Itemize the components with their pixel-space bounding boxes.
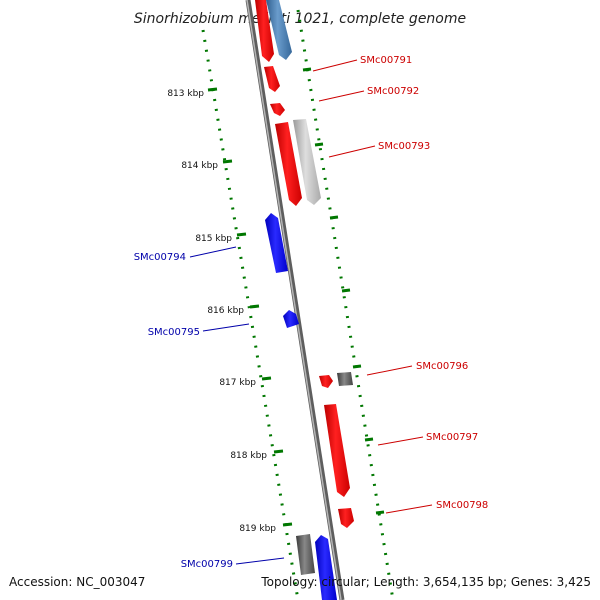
accession-text: Accession: NC_003047 [9, 575, 145, 589]
ruler-tick [314, 142, 324, 147]
leader-line-smc00794 [189, 246, 237, 258]
gene-feature-smc00798[interactable] [338, 508, 354, 528]
genome-summary-text: Topology: circular; Length: 3,654,135 bp… [260, 575, 591, 589]
gene-feature-smc00799[interactable] [315, 535, 337, 600]
ruler-tick [352, 364, 362, 369]
gene-label-smc00791[interactable]: SMc00791 [360, 55, 412, 66]
ruler-tick [375, 510, 385, 515]
gene-label-smc00798[interactable]: SMc00798 [436, 500, 488, 511]
ruler-tick [282, 522, 293, 527]
leader-line-smc00799 [235, 557, 285, 565]
gene-feature-smc00792[interactable] [270, 103, 285, 116]
ruler-labels: 813 kbp 814 kbp 815 kbp 816 kbp 817 kbp … [167, 89, 276, 534]
ruler-label: 817 kbp [219, 378, 256, 388]
leader-line-smc00796 [366, 365, 413, 376]
ruler-tick [249, 304, 260, 309]
gene-feature-dark-smc00796[interactable] [337, 372, 353, 386]
gene-label-smc00794[interactable]: SMc00794 [134, 252, 186, 263]
gene-feature-smc00795[interactable] [283, 310, 299, 328]
leader-line-smc00795 [202, 323, 250, 332]
forward-strand-features [255, 0, 354, 528]
ruler-label: 818 kbp [230, 451, 267, 461]
gene-label-smc00792[interactable]: SMc00792 [367, 86, 419, 97]
genome-backbone [245, 0, 345, 600]
gene-feature-smc00797[interactable] [324, 404, 350, 497]
ruler-label: 819 kbp [239, 524, 276, 534]
leader-line-smc00791 [312, 59, 358, 72]
gene-feature-smc00794[interactable] [265, 213, 288, 273]
gene-label-smc00799[interactable]: SMc00799 [181, 559, 233, 570]
gene-feature-smc00793[interactable] [275, 122, 302, 206]
gene-label-smc00796[interactable]: SMc00796 [416, 361, 468, 372]
map-title: Sinorhizobium meliloti 1021, complete ge… [134, 11, 466, 27]
gene-feature-dark-smc00799[interactable] [296, 534, 315, 575]
gene-feature-smc00796[interactable] [319, 375, 333, 388]
ruler-ticks-right [302, 67, 385, 515]
ruler-label: 813 kbp [167, 89, 204, 99]
ruler-tick [261, 376, 272, 381]
ruler-tick [329, 215, 339, 220]
gene-feature-smc00791[interactable] [264, 66, 280, 92]
ruler-track [201, 9, 395, 600]
label-leaders [189, 59, 433, 565]
gene-label-smc00793[interactable]: SMc00793 [378, 141, 430, 152]
ruler-label: 816 kbp [207, 306, 244, 316]
footer-info: Accession: NC_003047 Topology: circular;… [9, 575, 591, 589]
ruler-tick [364, 437, 374, 442]
left-ruler-dots [201, 29, 300, 600]
gene-feature-red[interactable] [255, 0, 274, 62]
ruler-tick [273, 449, 284, 454]
leader-line-smc00792 [318, 90, 365, 102]
leader-line-smc00797 [377, 436, 424, 446]
gene-label-smc00797[interactable]: SMc00797 [426, 432, 478, 443]
gene-feature-gray-smc00793[interactable] [293, 119, 321, 205]
gene-feature-steel-blue[interactable] [266, 0, 292, 60]
leader-line-smc00798 [385, 504, 433, 514]
ruler-tick [207, 87, 218, 92]
ruler-tick [341, 288, 351, 293]
gene-labels: SMc00791 SMc00792 SMc00793 SMc00794 SMc0… [134, 55, 489, 570]
ruler-tick [222, 159, 233, 164]
ruler-label: 815 kbp [195, 234, 232, 244]
ruler-tick [302, 67, 312, 72]
ruler-label: 814 kbp [181, 161, 218, 171]
gene-label-smc00795[interactable]: SMc00795 [148, 327, 200, 338]
leader-line-smc00793 [328, 145, 376, 158]
reverse-strand-features [265, 213, 337, 600]
ruler-tick [236, 232, 247, 237]
ruler-ticks-left [207, 87, 293, 527]
